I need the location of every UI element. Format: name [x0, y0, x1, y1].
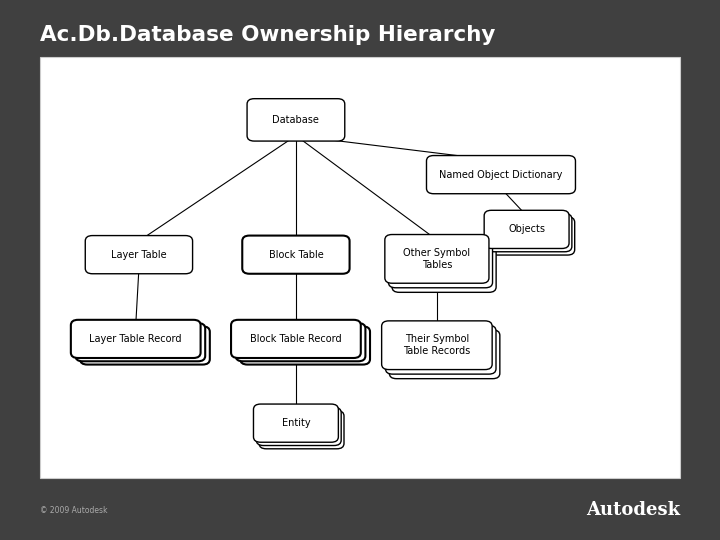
Text: Named Object Dictionary: Named Object Dictionary	[439, 170, 562, 180]
FancyBboxPatch shape	[85, 235, 192, 274]
Text: © 2009 Autodesk: © 2009 Autodesk	[40, 506, 107, 515]
FancyBboxPatch shape	[259, 410, 344, 449]
FancyBboxPatch shape	[385, 326, 496, 374]
FancyBboxPatch shape	[231, 320, 361, 358]
FancyBboxPatch shape	[240, 326, 370, 364]
FancyBboxPatch shape	[247, 99, 345, 141]
Text: Block Table: Block Table	[269, 249, 323, 260]
FancyBboxPatch shape	[487, 214, 572, 252]
FancyBboxPatch shape	[388, 239, 492, 288]
Text: Layer Table: Layer Table	[111, 249, 167, 260]
Text: Autodesk: Autodesk	[586, 501, 680, 519]
Text: Layer Table Record: Layer Table Record	[89, 334, 182, 344]
FancyBboxPatch shape	[392, 244, 496, 292]
FancyBboxPatch shape	[256, 407, 341, 446]
FancyBboxPatch shape	[484, 210, 569, 248]
FancyBboxPatch shape	[384, 234, 489, 283]
FancyBboxPatch shape	[40, 57, 680, 478]
FancyBboxPatch shape	[80, 326, 210, 364]
FancyBboxPatch shape	[390, 330, 500, 379]
FancyBboxPatch shape	[71, 320, 201, 358]
Text: Their Symbol
Table Records: Their Symbol Table Records	[403, 334, 471, 356]
FancyBboxPatch shape	[490, 217, 575, 255]
Text: Block Table Record: Block Table Record	[250, 334, 342, 344]
Text: Database: Database	[272, 115, 320, 125]
FancyBboxPatch shape	[426, 156, 575, 194]
FancyBboxPatch shape	[76, 323, 205, 361]
Text: Other Symbol
Tables: Other Symbol Tables	[403, 248, 470, 269]
Text: Ac.Db.Database Ownership Hierarchy: Ac.Db.Database Ownership Hierarchy	[40, 25, 495, 45]
FancyBboxPatch shape	[382, 321, 492, 369]
FancyBboxPatch shape	[235, 323, 366, 361]
Text: Entity: Entity	[282, 418, 310, 428]
Text: Objects: Objects	[508, 225, 545, 234]
FancyBboxPatch shape	[242, 235, 350, 274]
FancyBboxPatch shape	[253, 404, 338, 442]
